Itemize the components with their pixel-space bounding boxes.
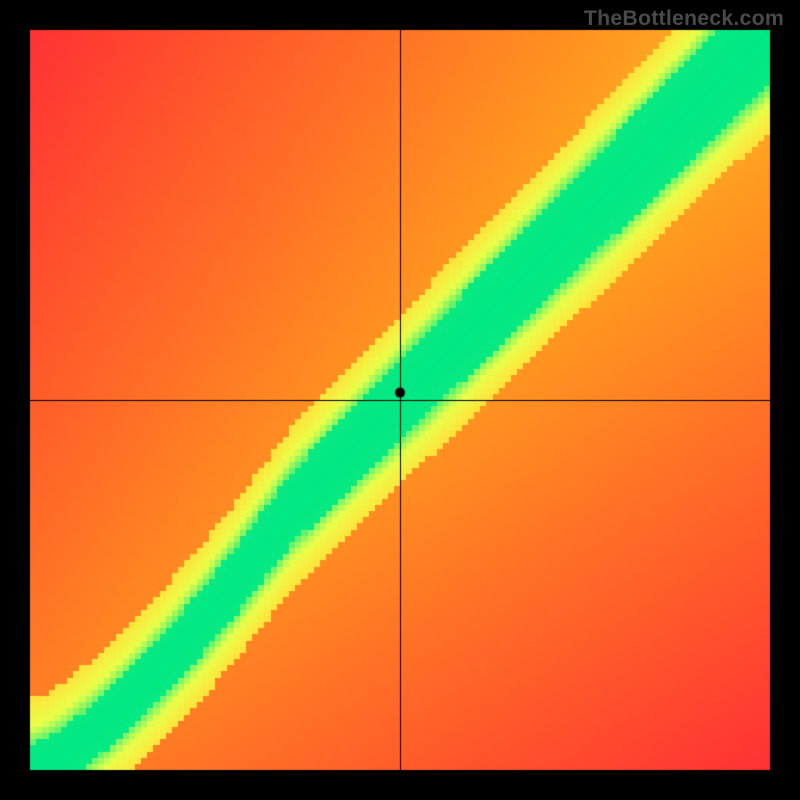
bottleneck-heatmap-canvas bbox=[0, 0, 800, 800]
chart-container: { "chart": { "type": "heatmap", "width_p… bbox=[0, 0, 800, 800]
